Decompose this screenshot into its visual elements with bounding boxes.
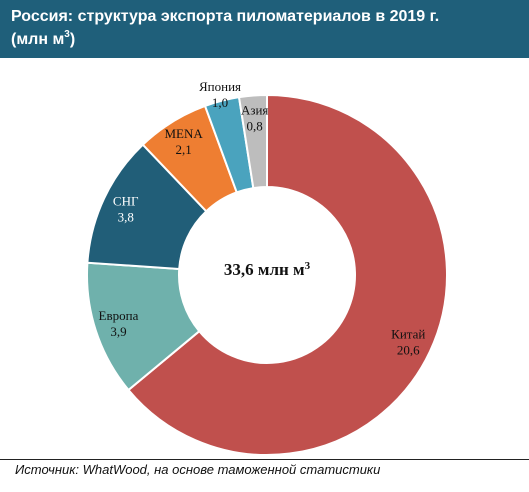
chart-title-unit-sup: 3 xyxy=(64,28,70,40)
slice-1 xyxy=(127,93,448,456)
slice-value-label: 1,0 xyxy=(212,95,228,110)
slice-value-label: 2,1 xyxy=(176,142,192,157)
slice-category-label: Япония xyxy=(199,79,241,94)
source-note: Источник: WhatWood, на основе таможенной… xyxy=(15,462,381,477)
slice-6 xyxy=(237,93,268,190)
chart-title-unit: (млн м3) xyxy=(11,28,76,50)
slice-category-label: СНГ xyxy=(113,194,139,209)
slice-value-label: 0,8 xyxy=(247,119,263,134)
chart-title-unit-text: (млн м xyxy=(11,31,65,48)
slice-category-label: Европа xyxy=(99,308,139,323)
source-divider xyxy=(0,459,529,460)
slice-value-label: 3,9 xyxy=(110,324,126,339)
center-total-label: 33,6 млн м3 xyxy=(224,260,311,279)
slice-value-label: 3,8 xyxy=(118,210,134,225)
donut-slices xyxy=(86,93,448,456)
slice-category-label: Азия xyxy=(241,103,268,118)
slice-category-label: Китай xyxy=(391,326,425,341)
slice-category-label: MENA xyxy=(164,126,203,141)
chart-title-unit-close: ) xyxy=(69,31,76,48)
title-bar: Россия: структура экспорта пиломатериало… xyxy=(0,0,529,58)
slice-value-label: 20,6 xyxy=(397,342,420,357)
chart-title: Россия: структура экспорта пиломатериало… xyxy=(11,8,440,25)
